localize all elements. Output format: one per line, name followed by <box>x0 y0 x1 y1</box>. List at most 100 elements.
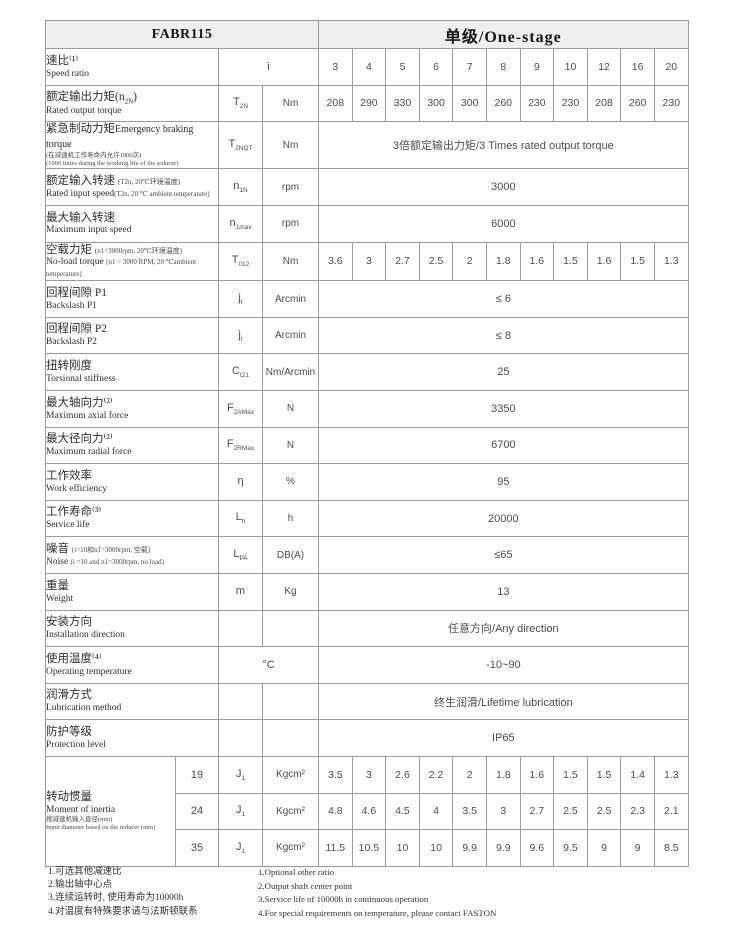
label-cell: 使用温度⁽⁴⁾ Operating temperature <box>45 646 219 684</box>
label-zh: 最大输入转速 <box>46 211 116 224</box>
merged-value-cell: IP65 <box>318 719 689 757</box>
footnote-item: 3.连续运转时, 使用寿命为10000h <box>48 893 184 904</box>
unit-cell: % <box>262 463 319 501</box>
unit-cell: N <box>262 390 319 428</box>
symbol-cell: Lh <box>218 499 263 538</box>
value-cell: 10 <box>553 48 588 86</box>
label-zh: 重量 <box>46 579 70 592</box>
row-max-input-speed: 最大输入转速 Maximum input speed n1max rpm 600… <box>45 204 689 243</box>
label-en: Maximum radial force <box>46 447 132 458</box>
value-cell: 3.5 <box>318 755 353 794</box>
merged-value-cell: 95 <box>318 463 689 501</box>
label-zh: 工作效率 <box>46 469 93 482</box>
row-backlash-p2: 回程间隙 P2 Backslash P2 jt Arcmin ≤ 8 <box>45 316 689 355</box>
symbol-cell: T2N <box>218 84 263 123</box>
label-zh: 使用温度⁽⁴⁾ <box>46 652 102 665</box>
symbol-cell: jt <box>218 316 263 355</box>
label-en: Maximum input speed <box>46 225 132 236</box>
row-service-life: 工作寿命⁽³⁾ Service life Lh h 20000 <box>45 499 689 538</box>
label-cell: 扭转刚度 Torsional stiffness <box>45 353 219 391</box>
value-cell: 7 <box>452 48 487 86</box>
symbol-cell: J1 <box>218 755 263 794</box>
merged-value-cell: 终生润滑/Lifetime lubrication <box>318 682 689 721</box>
label-en: Rated input speed(T2n, 20 ℃ ambient temp… <box>46 188 210 199</box>
label-cell: 速比⁽¹⁾ Speed ratio <box>45 48 219 86</box>
merged-value-cell: ≤ 8 <box>318 316 689 355</box>
label-zh: 最大轴向力⁽²⁾ <box>46 396 113 409</box>
symbol-cell: η <box>218 463 263 501</box>
label-zh: 紧急制动力矩Emergency braking torque <box>46 123 194 151</box>
label-cell: 最大输入转速 Maximum input speed <box>45 204 219 243</box>
value-cell: 1.3 <box>653 241 689 282</box>
value-cell: 4.8 <box>318 792 353 831</box>
row-inertia-35: 35 J1 Kgcm² 11.5 10.5 10 10 9.9 9.9 9.6 … <box>46 829 689 867</box>
value-cell: 4.5 <box>385 792 420 831</box>
label-en: Backslash P1 <box>46 300 97 311</box>
unit-cell <box>262 719 319 757</box>
value-cell: 230 <box>553 84 588 123</box>
value-cell: 1.6 <box>519 755 555 794</box>
diameter-cell: 19 <box>175 755 219 794</box>
symbol-cell <box>218 682 263 721</box>
value-cell: 1.5 <box>586 755 622 794</box>
value-cell: 3 <box>318 48 353 86</box>
unit-cell: DB(A) <box>262 536 319 574</box>
merged-value-cell: 任意方向/Any direction <box>318 609 689 648</box>
label-note-en: Input diameter based on the reducer (mm) <box>46 824 156 832</box>
row-speed-ratio: 速比⁽¹⁾ Speed ratio i 3 4 5 6 7 8 9 10 12 … <box>45 48 689 86</box>
symbol-cell: n1max <box>218 204 263 243</box>
row-noise: 噪音 (i=10和n1=3000rpm, 空载) Noise (i =10 an… <box>45 536 689 574</box>
row-inertia-24: 24 J1 Kgcm² 4.8 4.6 4.5 4 3.5 3 2.7 2.5 … <box>46 792 689 831</box>
symbol-cell: F2AMax <box>218 390 263 428</box>
symbol-cell: i <box>218 48 319 86</box>
value-cell: 20 <box>653 48 689 86</box>
label-en: Maximum axial force <box>46 410 129 421</box>
label-en: Noise (i =10 and n1=3000rpm, no load) <box>46 556 164 567</box>
merged-value-cell: ≤65 <box>318 536 689 574</box>
footnote-item: 2.输出轴中心点 <box>48 880 113 891</box>
value-cell: 6 <box>418 48 454 86</box>
row-max-radial-force: 最大径向力⁽²⁾ Maximum radial force F2RMax N 6… <box>45 426 689 465</box>
value-cell: 1.6 <box>586 241 622 282</box>
value-cell: 2 <box>452 241 487 282</box>
row-rated-input-speed: 额定输入转速 (T2n, 20℃环境温度) Rated input speed(… <box>45 168 689 206</box>
value-cell: 1.5 <box>620 241 655 282</box>
label-en: Service life <box>46 520 90 531</box>
unit-cell: Kg <box>262 572 319 611</box>
symbol-cell: jt <box>218 280 263 318</box>
label-cell: 噪音 (i=10和n1=3000rpm, 空载) Noise (i =10 an… <box>45 536 219 574</box>
value-cell: 12 <box>586 48 622 86</box>
value-cell: 9 <box>620 829 655 867</box>
value-cell: 9.9 <box>452 829 487 867</box>
label-cell: 额定输入转速 (T2n, 20℃环境温度) Rated input speed(… <box>45 168 219 206</box>
footnotes-zh: 1.可选其他减速比 2.输出轴中心点 3.连续运转时, 使用寿命为10000h … <box>48 866 198 919</box>
value-cell: 5 <box>385 48 420 86</box>
label-cell: 最大径向力⁽²⁾ Maximum radial force <box>45 426 219 465</box>
label-zh: 工作寿命⁽³⁾ <box>46 506 102 519</box>
label-en: Moment of inertia <box>46 804 116 815</box>
unit-cell: Arcmin <box>262 316 319 355</box>
model-title: FABR115 <box>45 20 319 49</box>
label-en: Rated output torque <box>46 105 122 116</box>
value-cell: 1.6 <box>519 241 555 282</box>
label-en: Work efficiency <box>46 483 108 494</box>
label-zh: 最大径向力⁽²⁾ <box>46 433 113 446</box>
label-cell: 重量 Weight <box>45 572 219 611</box>
value-cell: 2.5 <box>418 241 454 282</box>
value-cell: 4.6 <box>351 792 387 831</box>
value-cell: 3 <box>351 241 387 282</box>
row-work-efficiency: 工作效率 Work efficiency η % 95 <box>45 463 689 501</box>
stage-title: 单级/One-stage <box>318 20 689 49</box>
merged-value-cell: 20000 <box>318 499 689 538</box>
row-installation-direction: 安装方向 Installation direction 任意方向/Any dir… <box>45 609 689 648</box>
value-cell: 3.6 <box>318 241 353 282</box>
row-no-load-torque: 空载力矩 (n1=3000rpm, 20℃环境温度) No-load torqu… <box>45 241 689 282</box>
value-cell: 2 <box>452 755 487 794</box>
row-weight: 重量 Weight m Kg 13 <box>45 572 689 611</box>
unit-cell <box>262 609 319 648</box>
symbol-cell: m <box>218 572 263 611</box>
row-max-axial-force: 最大轴向力⁽²⁾ Maximum axial force F2AMax N 33… <box>45 390 689 428</box>
unit-cell: rpm <box>262 204 319 243</box>
row-backlash-p1: 回程间隙 P1 Backslash P1 jt Arcmin ≤ 6 <box>45 280 689 318</box>
label-zh: 回程间隙 P2 <box>46 323 108 336</box>
